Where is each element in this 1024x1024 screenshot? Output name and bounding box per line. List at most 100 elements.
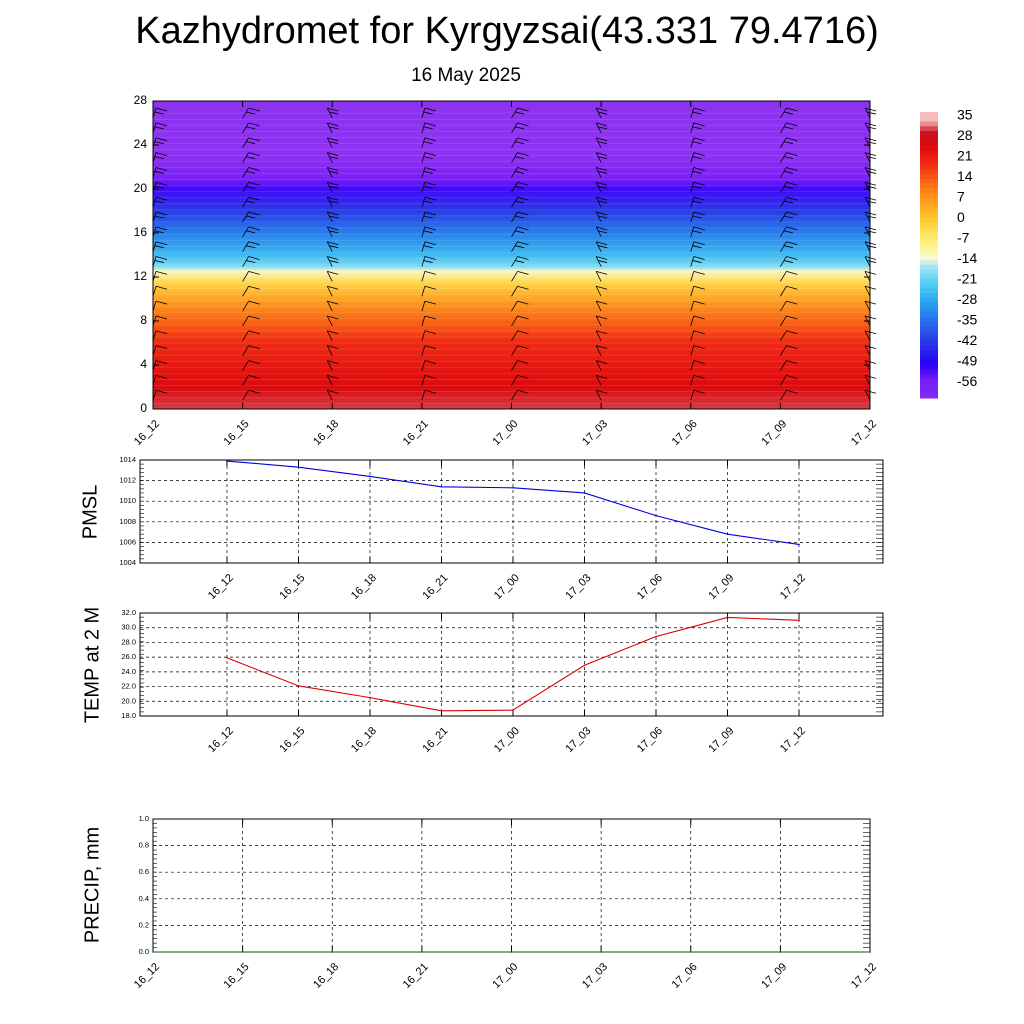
wind-barb [326, 241, 333, 252]
wind-barb [690, 390, 695, 401]
colorbar-segment [920, 140, 938, 146]
wind-barb-flag [598, 245, 608, 249]
wind-barb-flag [596, 256, 608, 260]
wind-barb-flag [596, 107, 608, 112]
wind-barb [595, 300, 602, 312]
y-tick-label: 20 [134, 181, 148, 195]
wind-barb [421, 211, 426, 223]
wind-barb [326, 360, 333, 371]
pmsl-data-point [655, 514, 657, 517]
wind-barb-flag [783, 200, 794, 204]
colorbar-segment [920, 326, 938, 332]
wind-barb-flag [424, 122, 436, 127]
wind-barb [864, 137, 871, 148]
wind-barb-flag [515, 230, 525, 234]
colorbar-segment [920, 316, 938, 323]
wind-barb-flag [517, 107, 529, 112]
y-tick-label: 1012 [119, 476, 136, 485]
wind-barb [242, 122, 249, 134]
wind-barb-flag [329, 171, 339, 174]
pmsl-data-point [512, 487, 514, 489]
x-tick-label: 16_15 [277, 572, 307, 602]
wind-barb-flag [693, 181, 705, 186]
wind-barb-flag [693, 271, 705, 275]
wind-barb-flag [423, 156, 433, 159]
wind-barb-flag [596, 360, 608, 364]
colorbar-segment [920, 369, 938, 375]
wind-barb-flag [246, 171, 256, 174]
wind-barb-flag [598, 111, 608, 115]
wind-barb [242, 286, 249, 297]
colorbar-segment [920, 274, 938, 280]
wind-barb-flag [246, 230, 256, 234]
wind-barb-flag [424, 181, 436, 186]
pmsl-axis-label: PMSL [79, 485, 101, 539]
wind-barb-flag [866, 111, 877, 115]
colorbar-segment [920, 383, 938, 389]
wind-barb-flag [783, 141, 794, 145]
wind-barb-flag [424, 152, 436, 156]
wind-barb [511, 211, 518, 223]
wind-barb-flag [786, 345, 798, 350]
wind-barb [242, 345, 249, 356]
wind-barb-flag [786, 226, 798, 231]
wind-barb [242, 375, 249, 386]
wind-barb-flag [248, 167, 260, 171]
wind-barb [511, 241, 518, 252]
wind-barb [421, 375, 426, 386]
wind-barb-flag [155, 211, 168, 216]
wind-barb [864, 300, 871, 312]
wind-barb [864, 390, 871, 401]
wind-barb-flag [598, 215, 608, 219]
wind-barb-flag [783, 156, 794, 159]
wind-barb [421, 286, 426, 297]
wind-barb-flag [692, 141, 702, 145]
wind-barb-flag [327, 300, 339, 305]
x-tick-label: 16_15 [221, 961, 251, 991]
wind-barb-flag [327, 360, 339, 364]
wind-barb-flag [596, 181, 608, 186]
wind-barb [690, 152, 695, 163]
colorbar-segment [920, 169, 938, 175]
wind-barb [780, 256, 787, 267]
x-tick-label: 17_03 [580, 418, 610, 448]
wind-barb-flag [154, 230, 164, 234]
precip-data-point [331, 951, 334, 953]
wind-barb-flag [692, 185, 702, 189]
wind-barb-flag [246, 185, 256, 189]
wind-barb-flag [517, 167, 529, 171]
wind-barb [595, 286, 602, 297]
wind-barb-flag [248, 107, 260, 112]
colorbar-segment [920, 235, 938, 242]
wind-barb [595, 330, 602, 341]
precip-data-point [241, 951, 244, 953]
wind-barb [864, 167, 871, 178]
y-tick-label: 28 [134, 93, 148, 107]
wind-barb-flag [155, 152, 168, 156]
x-tick-label: 17_03 [563, 572, 593, 602]
wind-barb-flag [246, 245, 256, 249]
wind-barb [864, 182, 871, 193]
y-tick-label: 0.4 [139, 894, 149, 903]
y-tick-label: 0.6 [139, 867, 149, 876]
colorbar-segment [920, 193, 938, 199]
wind-barb-flag [154, 156, 164, 159]
wind-barb [326, 196, 333, 208]
y-tick-label: 8 [140, 313, 147, 327]
wind-barb-flag [693, 226, 705, 231]
x-tick-label: 17_09 [706, 725, 736, 755]
wind-barb-flag [786, 389, 798, 394]
wind-barb-flag [866, 230, 877, 234]
wind-barb-flag [248, 330, 260, 335]
temp2m-data-point [512, 709, 514, 711]
colorbar-segment [920, 145, 938, 151]
pmsl-data-point [369, 475, 371, 478]
wind-barb [511, 152, 518, 163]
colorbar-label: 7 [957, 189, 965, 205]
wind-barb-flag [327, 271, 339, 275]
wind-barb-flag [786, 285, 798, 290]
wind-barb-flag [155, 271, 168, 275]
wind-barb [864, 122, 871, 134]
wind-barb-flag [327, 374, 339, 379]
wind-barb [690, 271, 695, 282]
